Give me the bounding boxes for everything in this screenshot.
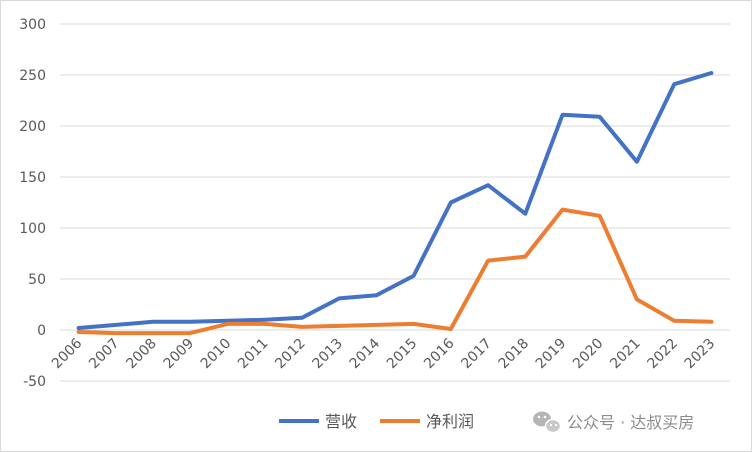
x-tick-label: 2021 [607, 336, 644, 373]
x-tick-label: 2022 [644, 336, 681, 373]
x-tick-label: 2007 [86, 336, 123, 373]
series-lines [76, 71, 714, 336]
y-tick-label: 100 [19, 221, 46, 237]
legend: 营收 净利润 [279, 412, 474, 431]
x-axis: 2006 2007 2008 2009 2010 2011 2012 2013 2014 2015… [49, 335, 718, 372]
x-tick-label: 2013 [309, 336, 346, 373]
grid-lines [60, 23, 730, 382]
y-tick-label: 200 [19, 119, 46, 135]
y-tick-label: 300 [19, 17, 46, 33]
y-tick-label: -50 [23, 374, 46, 390]
watermark: 公众号 · 达叔买房 [533, 411, 694, 434]
y-tick-label: 250 [19, 68, 46, 84]
x-tick-label: 2011 [235, 336, 272, 373]
x-tick-label: 2014 [347, 335, 384, 372]
x-tick-label: 2009 [161, 336, 198, 373]
x-tick-label: 2019 [533, 336, 570, 373]
y-axis: -50 0 50 100 150 200 250 300 [19, 17, 46, 390]
x-tick-label: 2006 [49, 335, 86, 372]
legend-label-0: 营收 [325, 412, 357, 431]
y-tick-label: 0 [37, 323, 46, 339]
series-line-0 [76, 71, 714, 330]
x-tick-label: 2015 [384, 336, 421, 373]
legend-label-1: 净利润 [426, 412, 474, 431]
y-tick-label: 150 [19, 170, 46, 186]
x-tick-label: 2008 [123, 336, 160, 373]
x-tick-label: 2012 [272, 336, 309, 373]
x-tick-label: 2023 [682, 336, 719, 373]
x-tick-label: 2018 [496, 336, 533, 373]
series-line-1 [76, 207, 714, 336]
x-tick-label: 2020 [570, 336, 607, 373]
y-tick-label: 50 [28, 272, 46, 288]
watermark-text: 公众号 · 达叔买房 [567, 413, 694, 432]
x-tick-label: 2016 [421, 335, 458, 372]
wechat-icon [533, 411, 562, 434]
x-tick-label: 2010 [198, 336, 235, 373]
x-tick-label: 2017 [458, 336, 495, 373]
